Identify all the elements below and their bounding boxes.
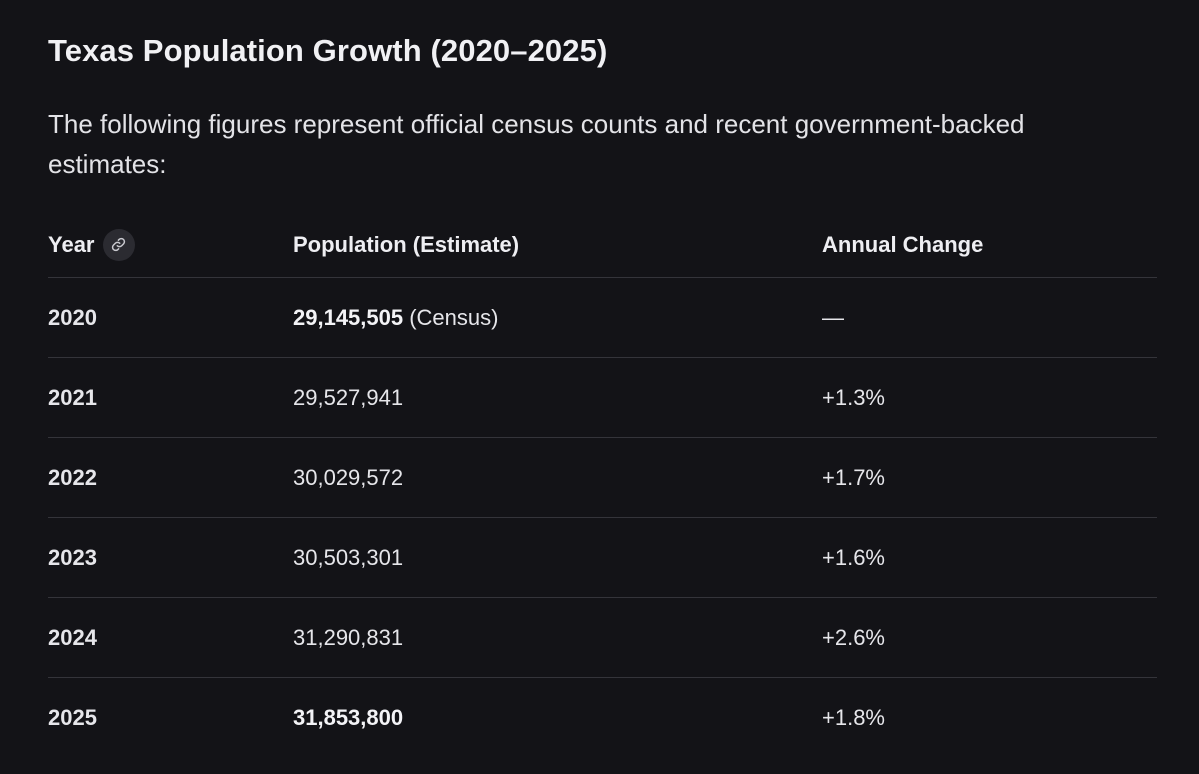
- row-annual-change: +1.3%: [822, 357, 1157, 438]
- row-population: 31,853,800: [293, 678, 822, 758]
- row-population: 30,503,301: [293, 517, 822, 598]
- row-annual-change: +2.6%: [822, 597, 1157, 678]
- row-annual-change: +1.6%: [822, 517, 1157, 598]
- population-note: (Census): [403, 304, 499, 330]
- row-year: 2020: [48, 277, 293, 358]
- table-header-row: Year Population (Estimate) Annual Change: [48, 212, 1157, 278]
- table-row: 2022 30,029,572 +1.7%: [48, 437, 1157, 518]
- row-population: 30,029,572: [293, 437, 822, 518]
- row-year: 2022: [48, 437, 293, 518]
- row-population: 29,145,505 (Census): [293, 277, 822, 358]
- row-annual-change: +1.7%: [822, 437, 1157, 518]
- row-year: 2021: [48, 357, 293, 438]
- header-annual-change: Annual Change: [822, 212, 1157, 278]
- link-icon[interactable]: [102, 228, 135, 261]
- population-table: Year Population (Estimate) Annual Change…: [48, 212, 1157, 757]
- table-row: 2024 31,290,831 +2.6%: [48, 597, 1157, 678]
- population-value: 29,145,505: [293, 304, 404, 330]
- row-annual-change: —: [822, 277, 1157, 358]
- header-year: Year: [48, 212, 293, 278]
- row-population: 29,527,941: [293, 357, 822, 438]
- header-year-label: Year: [48, 231, 95, 257]
- population-value: 31,853,800: [293, 704, 404, 730]
- row-annual-change: +1.8%: [822, 704, 885, 730]
- header-population: Population (Estimate): [293, 212, 822, 278]
- table-row: 2020 29,145,505 (Census) —: [48, 277, 1157, 358]
- row-population: 31,290,831: [293, 597, 822, 678]
- row-year: 2023: [48, 517, 293, 598]
- table-row: 2025 31,853,800 +1.8%: [48, 678, 1157, 758]
- intro-paragraph: The following figures represent official…: [48, 109, 1025, 179]
- table-row: 2023 30,503,301 +1.6%: [48, 517, 1157, 598]
- page-title: Texas Population Growth (2020–2025): [48, 33, 608, 68]
- row-year: 2024: [48, 597, 293, 678]
- row-year: 2025: [48, 704, 97, 730]
- table-row: 2021 29,527,941 +1.3%: [48, 357, 1157, 438]
